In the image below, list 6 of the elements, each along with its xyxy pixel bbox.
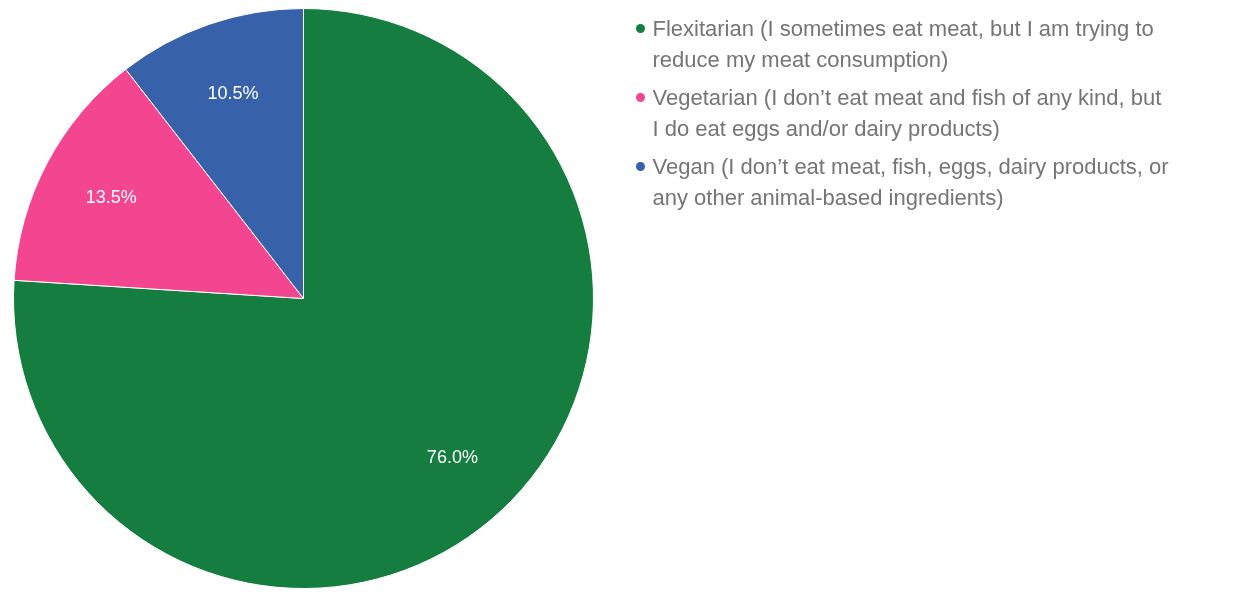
legend-label: Vegan (I don’t eat meat, fish, eggs, dairy products, or any other animal-based ingredients) <box>652 154 1169 210</box>
legend-label: Vegetarian (I don’t eat meat and fish of any kind, but I do eat eggs and/or dairy products) <box>652 85 1162 141</box>
data-label: 76.0% <box>426 447 478 468</box>
data-label: 13.5% <box>85 186 137 207</box>
legend-label: Flexitarian (I sometimes eat meat, but I am trying to reduce my meat consumption) <box>652 16 1154 72</box>
data-label: 10.5% <box>207 82 259 103</box>
